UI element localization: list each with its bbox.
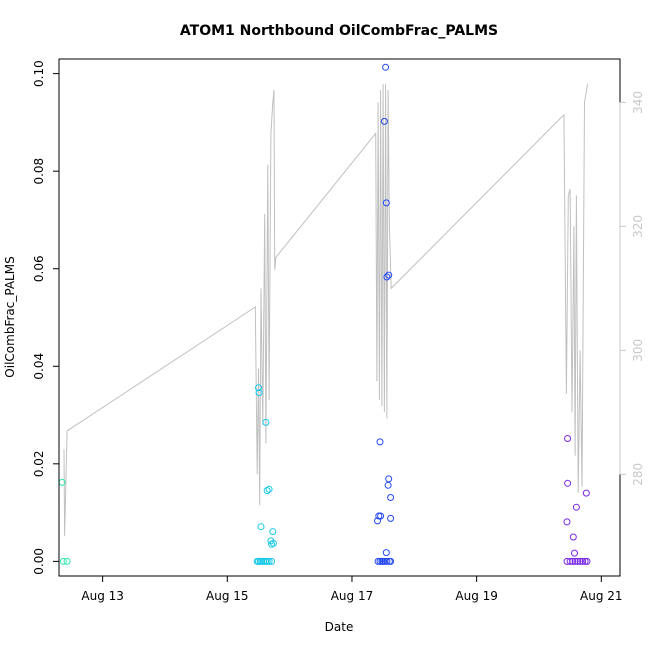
data-point-flight2 [255, 389, 263, 397]
data-point-flight2 [269, 539, 277, 547]
x-tick-label: Aug 13 [81, 589, 124, 603]
data-point-flight3 [376, 557, 384, 565]
data-point-flight4 [563, 518, 571, 526]
data-point-flight3 [385, 475, 393, 483]
data-point-flight3 [374, 517, 381, 525]
y-tick-label: 0.00 [32, 548, 46, 575]
y2-tick-label: 280 [631, 463, 645, 486]
data-point-flight4 [581, 557, 589, 565]
right-axis-line-layer [63, 83, 589, 537]
data-point-flight3 [382, 63, 390, 71]
right-y-axis: 280 300 320 340 [619, 91, 645, 486]
data-point-flight4 [571, 557, 579, 565]
data-point-flight4 [569, 557, 577, 565]
x-axis-label: Date [325, 620, 354, 634]
data-point-flight2 [257, 523, 265, 531]
x-tick-label: Aug 19 [455, 589, 498, 603]
x-tick-label: Aug 21 [580, 589, 623, 603]
y2-tick-label: 320 [631, 215, 645, 238]
data-point-flight4 [583, 557, 591, 565]
x-tick-label: Aug 17 [331, 589, 374, 603]
data-point-flight3 [374, 557, 382, 565]
data-point-flight2 [263, 487, 271, 495]
data-point-flight4 [574, 557, 582, 565]
y-tick-label: 0.02 [32, 450, 46, 477]
chart-title: ATOM1 Northbound OilCombFrac_PALMS [180, 23, 498, 39]
data-point-flight4 [576, 557, 584, 565]
data-point-flight4 [582, 489, 590, 497]
data-point-flight3 [384, 481, 392, 489]
data-point-flight3 [377, 512, 385, 520]
data-point-flight1 [59, 557, 67, 565]
right-axis-series-line [63, 83, 589, 537]
plot-frame [58, 58, 621, 577]
data-point-flight3 [385, 271, 393, 279]
data-point-flight4 [564, 435, 572, 442]
y-tick-label: 0.06 [32, 255, 46, 282]
data-point-flight3 [380, 117, 388, 125]
data-point-flight2 [268, 557, 276, 565]
data-point-flight2 [265, 557, 273, 565]
data-point-flight3 [383, 273, 391, 281]
data-point-flight2 [263, 557, 271, 565]
y-tick-label: 0.08 [32, 158, 46, 185]
data-point-flight3 [387, 514, 395, 522]
data-point-flight3 [383, 557, 391, 565]
data-point-flight2 [262, 418, 270, 426]
data-point-flight4 [579, 557, 587, 565]
y-axis: 0.00 0.02 0.04 0.06 0.08 0.10 [32, 60, 60, 575]
data-point-flight3 [387, 494, 395, 501]
y2-tick-label: 340 [631, 91, 645, 114]
data-point-flight3 [387, 557, 395, 565]
y-tick-label: 0.04 [32, 353, 46, 380]
data-point-flight3 [382, 199, 390, 207]
y2-tick-label: 300 [631, 339, 645, 362]
data-point-flight4 [571, 549, 578, 557]
data-point-flight2 [269, 528, 277, 536]
data-point-flight4 [566, 557, 574, 565]
y-axis-label: OilCombFrac_PALMS [3, 256, 17, 377]
data-point-flight4 [569, 533, 577, 541]
data-point-flight2 [255, 384, 262, 392]
x-axis: Aug 13 Aug 15 Aug 17 Aug 19 Aug 21 [81, 575, 623, 603]
data-point-flight1 [63, 557, 71, 565]
data-point-flight4 [572, 503, 580, 511]
data-point-flight3 [376, 438, 384, 446]
data-point-flight2 [265, 485, 273, 493]
y-tick-label: 0.10 [32, 60, 46, 87]
data-point-flight4 [564, 479, 572, 487]
scatter-points-layer [58, 63, 591, 565]
data-point-flight3 [382, 549, 390, 557]
x-tick-label: Aug 15 [206, 589, 249, 603]
